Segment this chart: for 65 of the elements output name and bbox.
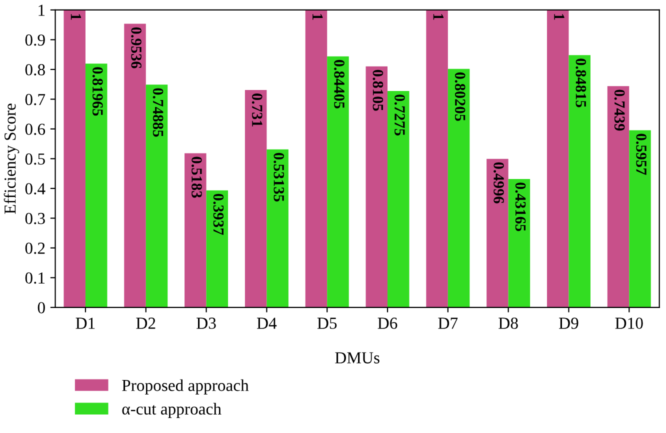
bar [206, 190, 228, 308]
x-axis-title: DMUs [335, 352, 380, 364]
x-tick-label: D1 [76, 318, 95, 329]
bar [244, 90, 267, 308]
data-label: 1 [70, 14, 82, 20]
x-tick-label: D8 [498, 318, 518, 329]
data-label: 1 [554, 14, 564, 20]
bar [426, 10, 448, 308]
bar [607, 86, 630, 308]
bar [124, 24, 146, 308]
legend-label: α-cut approach [122, 402, 222, 418]
data-label: 0.7439 [614, 90, 625, 131]
data-label: 1 [312, 14, 323, 20]
data-label: 0.3937 [213, 194, 224, 235]
bar [327, 56, 349, 308]
bar [146, 84, 168, 308]
bar [366, 66, 388, 308]
data-label: 0.8105 [372, 70, 384, 111]
x-tick-label: D2 [136, 318, 156, 329]
y-tick-label: 0.8 [25, 64, 45, 76]
bar [448, 68, 470, 308]
data-label: 0.5183 [192, 156, 202, 198]
data-label: 0.74885 [152, 88, 164, 137]
bar [508, 179, 530, 308]
y-tick-label: 0.4 [25, 183, 46, 194]
bar [388, 91, 410, 308]
y-axis-title: Efficiency Score [4, 104, 20, 214]
bar [629, 130, 651, 308]
bar [64, 10, 86, 308]
bar [568, 55, 590, 308]
bar [85, 64, 108, 308]
data-label: 0.731 [252, 94, 262, 127]
data-label: 0.81965 [92, 67, 103, 116]
x-tick-label: D7 [438, 318, 458, 329]
x-tick-label: D6 [378, 318, 398, 329]
legend-label: Proposed approach [122, 379, 249, 394]
x-tick-label: D4 [256, 318, 277, 329]
y-tick-label: 0.2 [25, 242, 45, 254]
data-label: 0.5957 [636, 134, 646, 175]
x-tick-label: D5 [317, 318, 337, 329]
bar [486, 158, 508, 308]
y-tick-label: 0.7 [25, 94, 46, 106]
data-label: 0.80205 [454, 72, 466, 121]
x-tick-label: D10 [615, 318, 643, 329]
y-tick-label: 1 [38, 4, 45, 16]
data-label: 0.4996 [494, 162, 504, 204]
y-tick-label: 0.5 [25, 153, 45, 165]
x-tick-label: D3 [196, 318, 216, 329]
y-tick-label: 0 [38, 302, 45, 314]
bar [184, 153, 206, 308]
bar [305, 10, 328, 308]
y-tick-label: 0.1 [25, 272, 45, 284]
data-label: 1 [433, 14, 444, 20]
data-label: 0.84405 [334, 60, 344, 108]
bar [266, 149, 288, 308]
y-tick-label: 0.3 [25, 212, 45, 224]
data-label: 0.84815 [576, 58, 586, 108]
x-tick-label: D9 [559, 318, 578, 329]
data-label: 0.53135 [274, 152, 284, 202]
bar [546, 10, 569, 308]
data-label: 0.7275 [394, 94, 405, 136]
y-tick-label: 0.6 [25, 124, 46, 135]
y-tick-label: 0.9 [25, 34, 45, 46]
data-label: 0.9536 [131, 27, 142, 68]
data-label: 0.43165 [515, 182, 526, 232]
